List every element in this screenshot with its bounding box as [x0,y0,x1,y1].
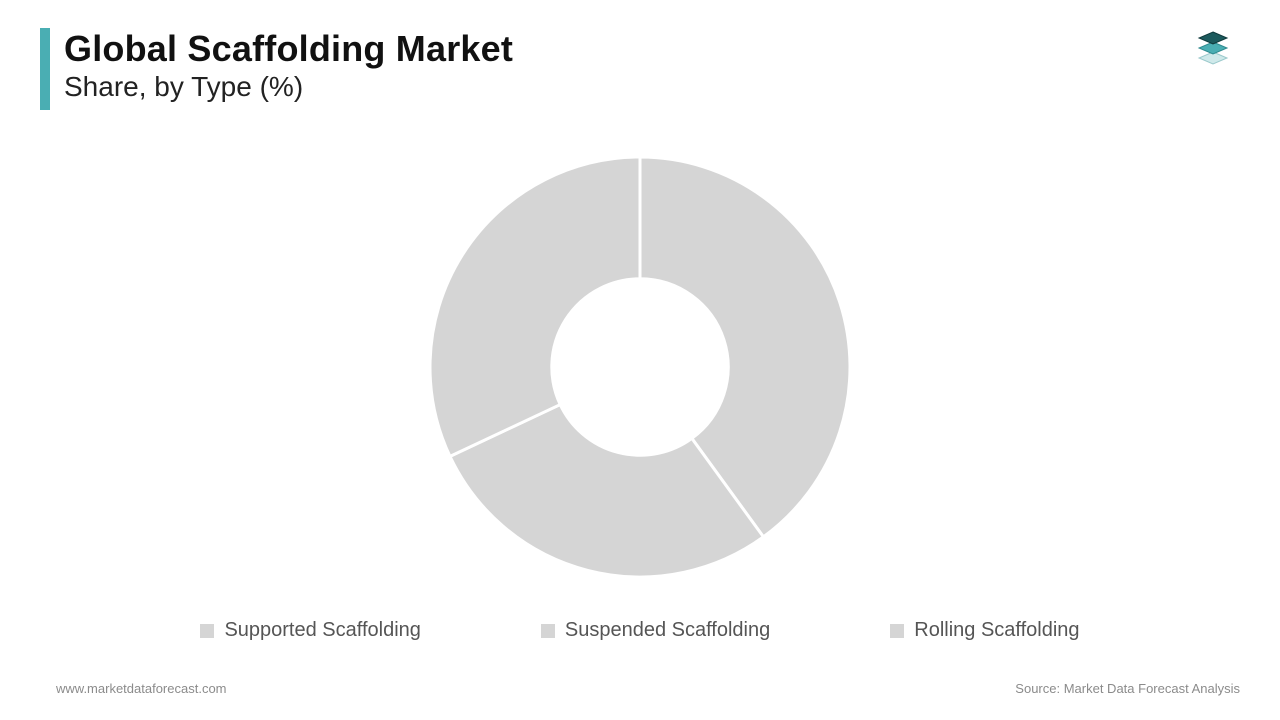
page-subtitle: Share, by Type (%) [64,71,513,103]
header: Global Scaffolding Market Share, by Type… [40,28,1240,110]
page: Global Scaffolding Market Share, by Type… [0,0,1280,720]
legend-item: Supported Scaffolding [200,619,420,642]
legend-label: Supported Scaffolding [224,619,420,642]
page-title: Global Scaffolding Market [64,28,513,69]
accent-bar [40,28,50,110]
legend-label: Suspended Scaffolding [565,619,770,642]
legend-swatch [890,624,904,638]
brand-logo-icon [1180,22,1246,74]
donut-chart [420,147,860,587]
legend-swatch [200,624,214,638]
legend-item: Rolling Scaffolding [890,619,1079,642]
layers-icon [1180,22,1246,74]
title-block: Global Scaffolding Market Share, by Type… [40,28,1240,110]
footer-url: www.marketdataforecast.com [56,681,227,696]
footer-source: Source: Market Data Forecast Analysis [1015,681,1240,696]
legend-item: Suspended Scaffolding [541,619,770,642]
legend-label: Rolling Scaffolding [914,619,1079,642]
chart-area [0,132,1280,602]
legend-swatch [541,624,555,638]
legend: Supported Scaffolding Suspended Scaffoldi… [0,619,1280,642]
titles: Global Scaffolding Market Share, by Type… [64,28,513,103]
